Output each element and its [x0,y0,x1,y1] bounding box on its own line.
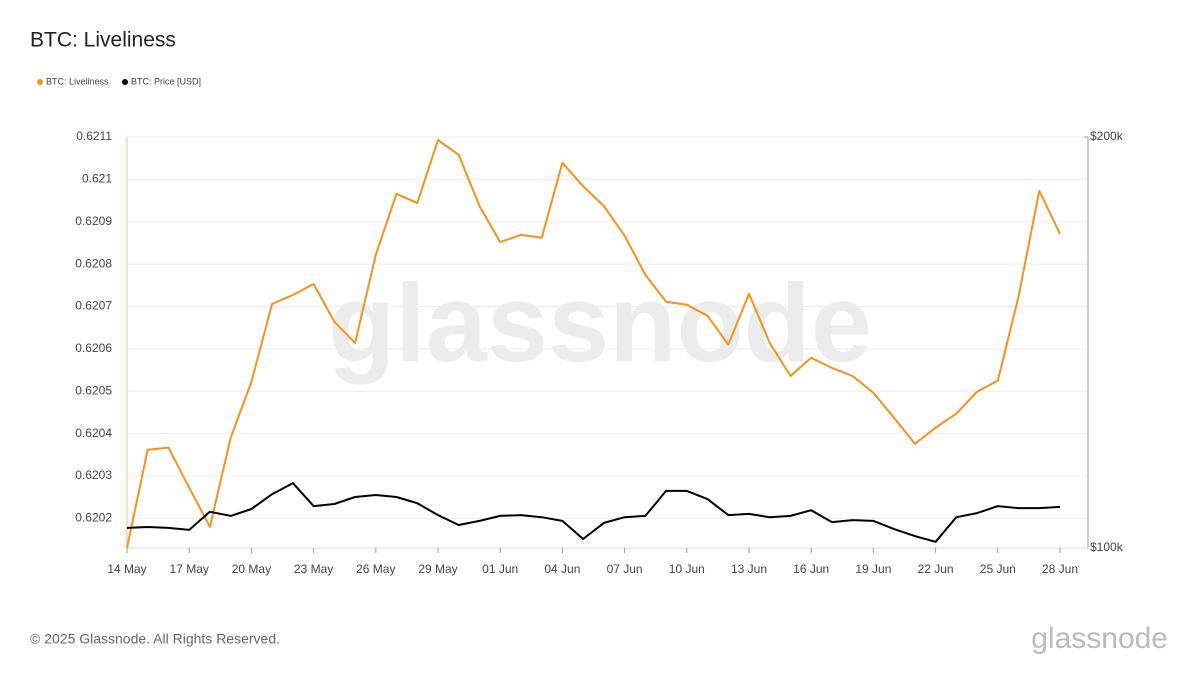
y-tick-label: 0.6211 [76,129,112,143]
y-tick-label: 0.6202 [75,511,112,525]
x-tick-label: 19 Jun [855,562,891,576]
y-tick-label: 0.6206 [75,341,112,355]
series-line [126,482,1061,543]
chart-title: BTC: Liveliness [30,29,176,52]
legend-marker [37,79,43,85]
y-tick-label: 0.6208 [75,256,112,270]
y-tick-label: 0.6207 [75,299,112,313]
x-tick-label: 10 Jun [669,562,705,576]
legend-label: BTC: Liveliness [46,76,109,86]
x-tick-label: 20 May [232,562,271,576]
y-tick-label: 0.621 [82,172,112,186]
y2-tick-label: $100k [1090,540,1124,554]
x-tick-label: 23 May [294,562,333,576]
y-tick-label: 0.6205 [75,383,112,397]
x-tick-label: 22 Jun [918,562,954,576]
series-line [126,139,1061,549]
legend-marker [122,79,128,85]
y-tick-label: 0.6204 [75,426,112,440]
y-tick-label: 0.6203 [75,468,112,482]
x-tick-label: 26 May [356,562,395,576]
x-tick-label: 17 May [170,562,209,576]
x-tick-label: 04 Jun [544,562,580,576]
watermark: glassnode [328,262,872,385]
x-tick-label: 13 Jun [731,562,767,576]
y-tick-label: 0.6209 [75,214,112,228]
y2-tick-label: $200k [1090,129,1124,143]
x-tick-label: 01 Jun [482,562,518,576]
x-tick-label: 14 May [107,562,146,576]
x-tick-label: 07 Jun [607,562,643,576]
x-tick-label: 29 May [418,562,457,576]
x-tick-label: 16 Jun [793,562,829,576]
logo: glassnode [1031,622,1168,655]
footer: © 2025 Glassnode. All Rights Reserved. [30,631,280,647]
x-tick-label: 28 Jun [1042,562,1078,576]
x-tick-label: 25 Jun [980,562,1016,576]
legend-label: BTC: Price [USD] [131,76,201,86]
